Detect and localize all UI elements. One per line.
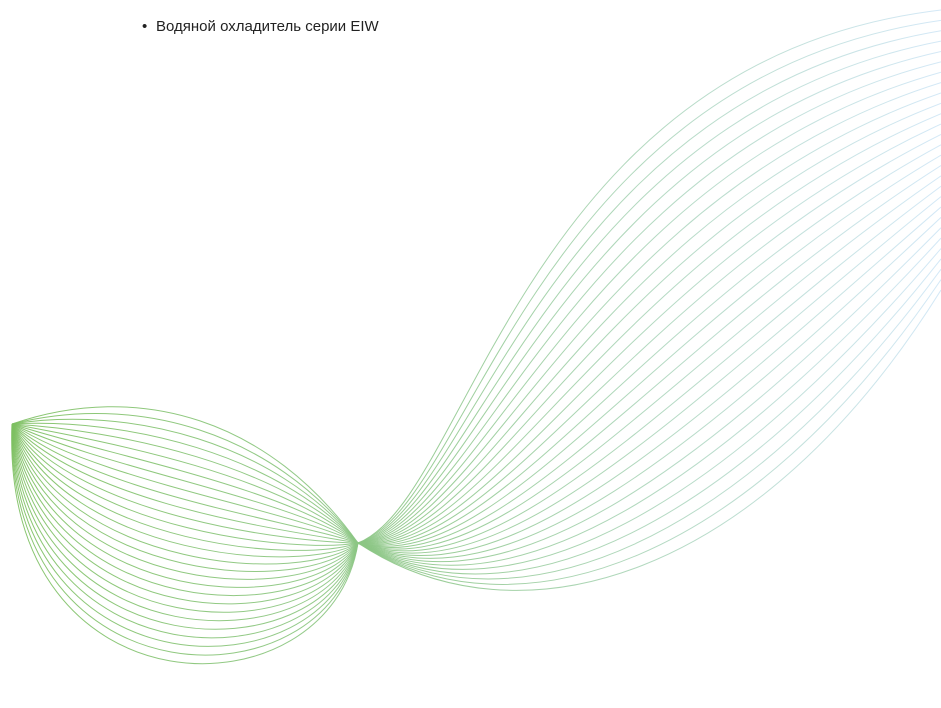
wave-line (11, 289, 941, 665)
wave-line (11, 9, 941, 544)
wave-line (11, 196, 941, 588)
wave-line (11, 61, 941, 544)
wave-group (11, 9, 941, 665)
wave-line (11, 258, 941, 639)
wave-line (11, 279, 941, 656)
wave-line (11, 19, 941, 544)
wave-line (11, 144, 941, 551)
wave-line (11, 248, 941, 630)
bullet-icon: • (142, 18, 148, 35)
wave-line (11, 217, 941, 605)
wave-line (11, 154, 941, 558)
wave-line (11, 268, 941, 647)
list-item[interactable]: • Водяной охладитель серии EIW (142, 17, 379, 37)
product-list: • Водяной охладитель серии EIW (142, 17, 379, 37)
wave-line (11, 102, 941, 544)
wave-line (11, 133, 941, 546)
wave-line (11, 30, 941, 544)
wave-line (11, 50, 941, 544)
wave-line (11, 40, 941, 544)
wave-line (11, 185, 941, 580)
wave-line (11, 123, 941, 545)
wave-line (11, 165, 941, 565)
wave-line (11, 206, 941, 597)
wave-line (11, 92, 941, 544)
wave-line (11, 175, 941, 572)
wave-line (11, 71, 941, 544)
wave-line (11, 113, 941, 544)
wave-line (11, 82, 941, 544)
list-item-label: Водяной охладитель серии EIW (156, 18, 379, 35)
